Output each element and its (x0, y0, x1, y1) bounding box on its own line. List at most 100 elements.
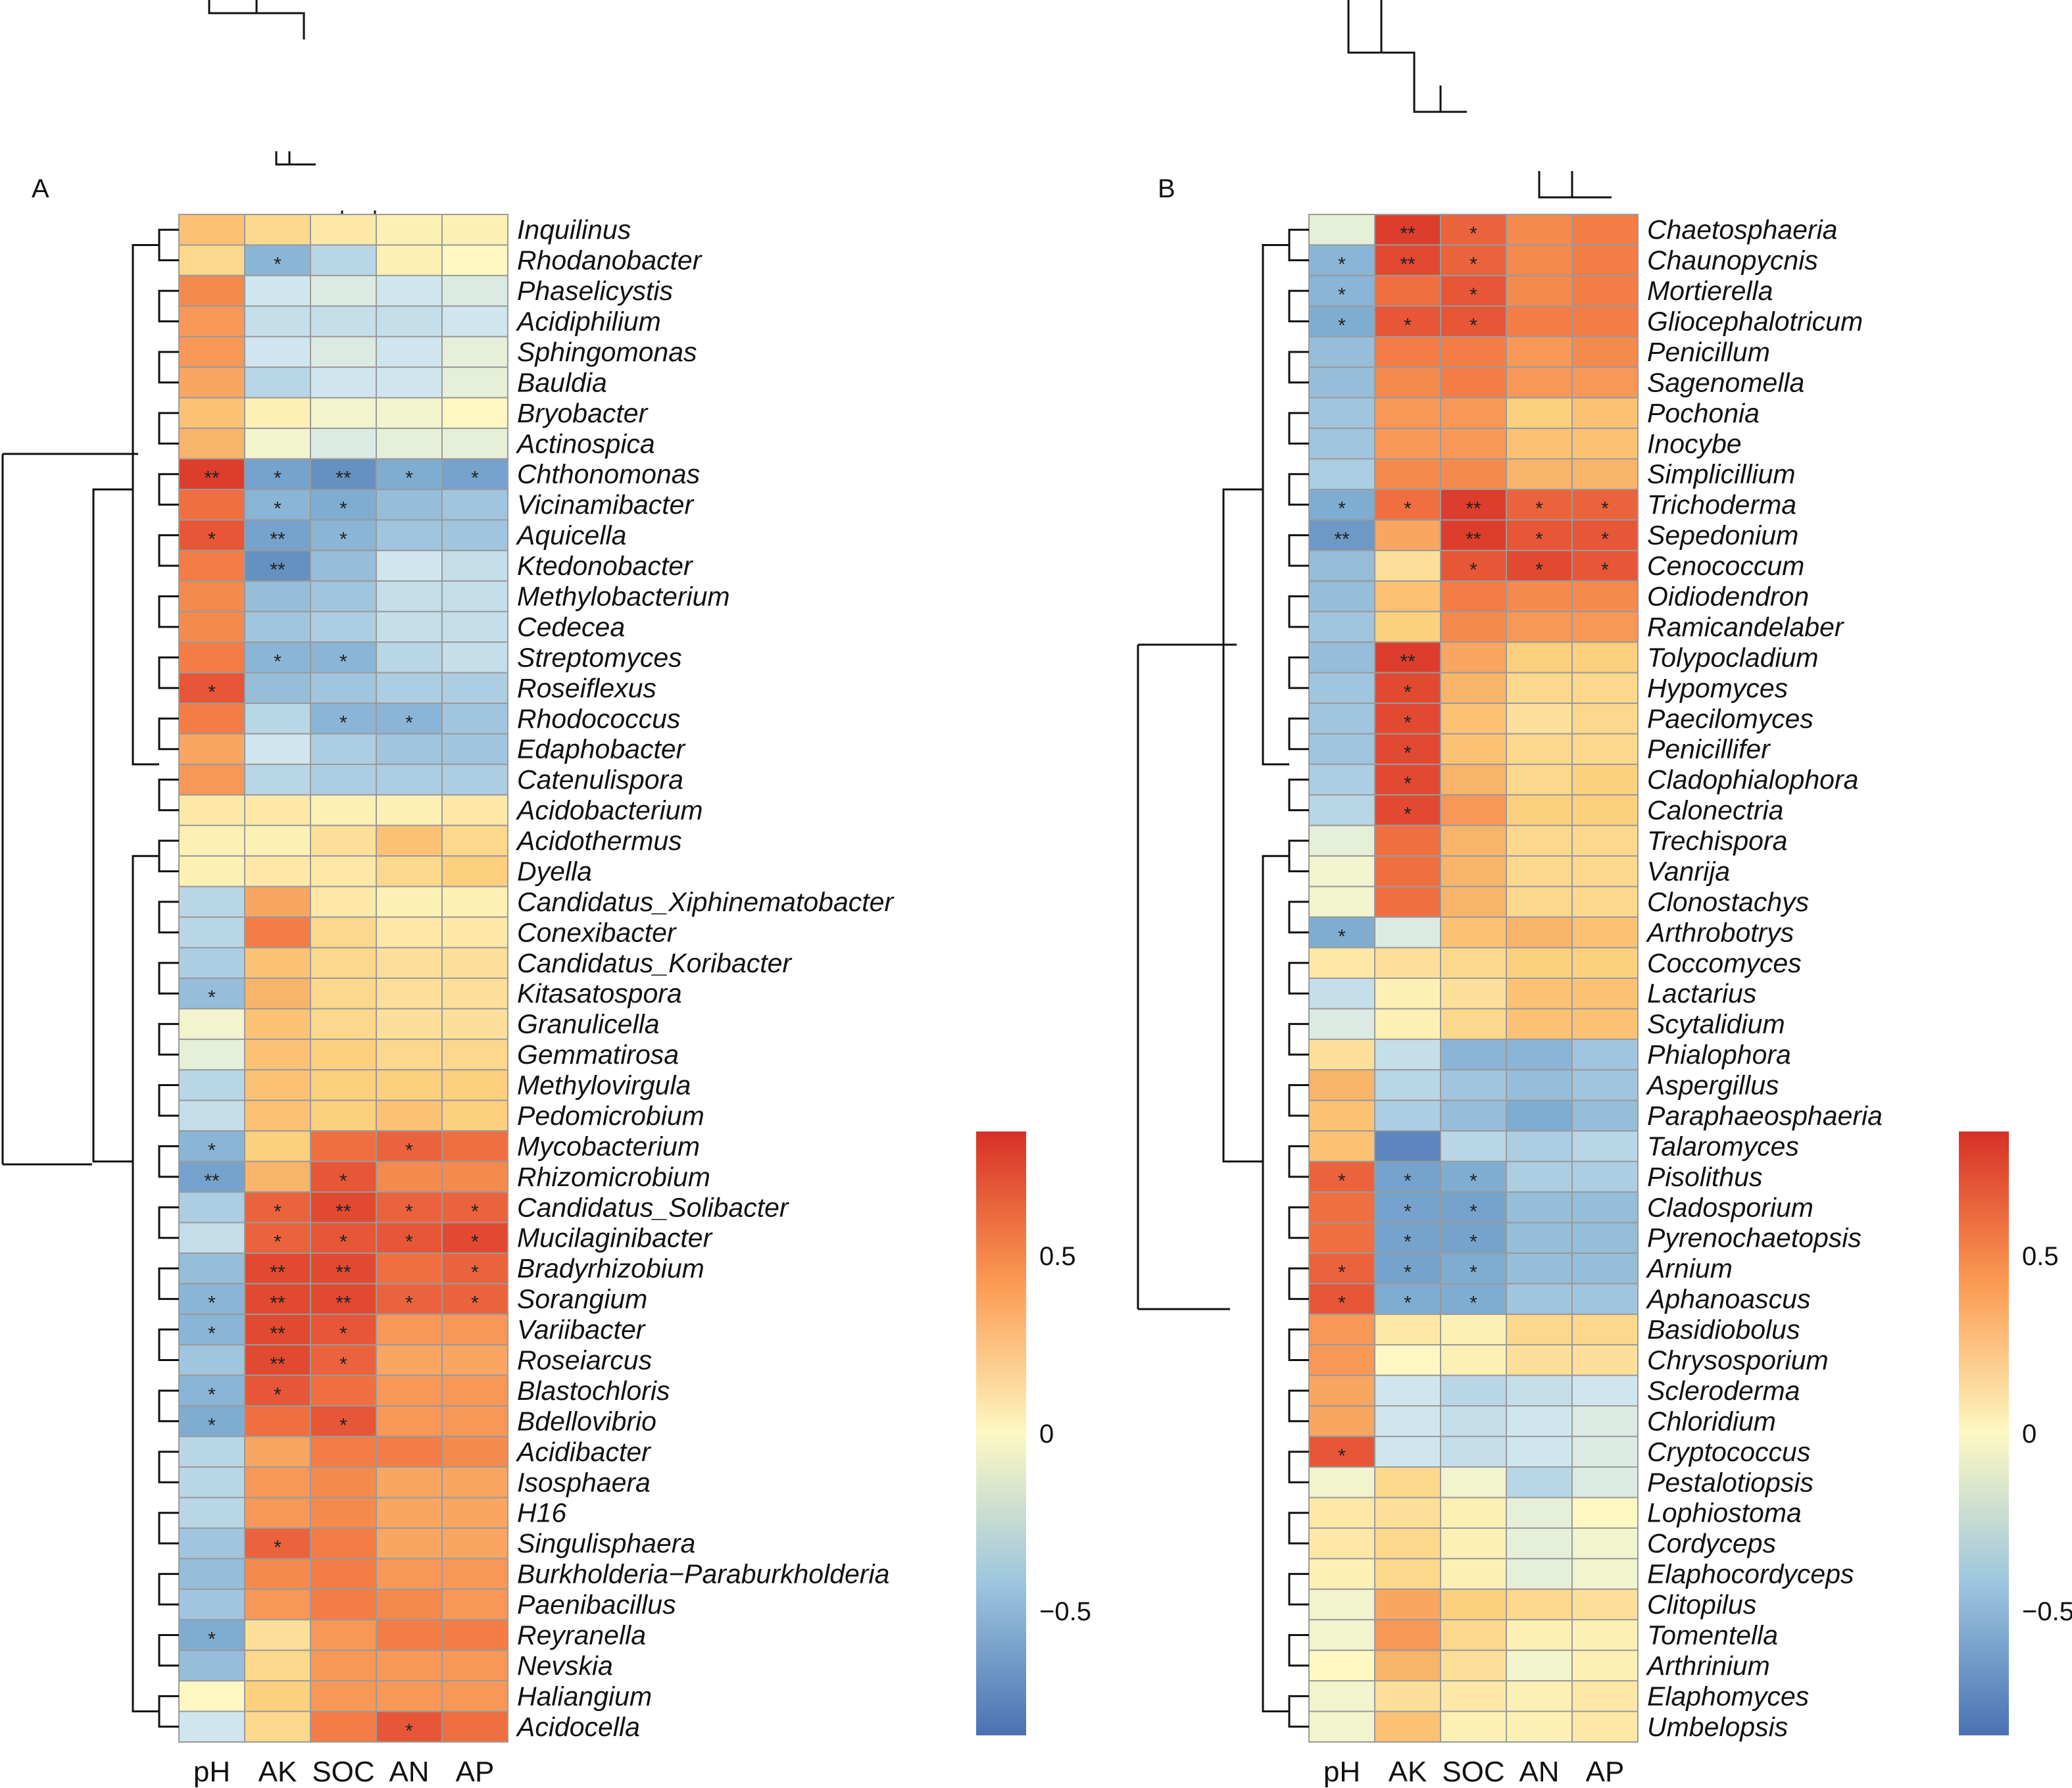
significance-mark: * (471, 1201, 479, 1222)
row-label: Hypomyces (1647, 673, 1788, 703)
heatmap-cell (441, 519, 508, 551)
significance-mark: * (405, 468, 413, 489)
significance-mark: ** (1466, 529, 1481, 551)
heatmap-cell (376, 549, 443, 582)
heatmap-cell (1571, 1649, 1639, 1682)
heatmap-cell (1571, 458, 1639, 490)
heatmap-cell (1374, 1344, 1441, 1376)
heatmap-cell (1374, 458, 1441, 490)
significance-mark: * (339, 712, 347, 733)
row-label: Inocybe (1647, 428, 1742, 459)
column-label: pH (193, 1756, 230, 1788)
heatmap-cell (376, 733, 443, 765)
heatmap-cell (310, 1466, 377, 1499)
heatmap-cell (1506, 855, 1573, 887)
row-dendrogram (1222, 228, 1309, 1728)
heatmap-cell (1571, 672, 1639, 705)
heatmap-cell (1308, 1008, 1375, 1040)
colorbar-tick-label: 0.5 (2022, 1242, 2059, 1271)
heatmap-cell (1308, 366, 1375, 399)
heatmap-cell (310, 1435, 377, 1468)
heatmap-cell (178, 1710, 245, 1743)
heatmap-cell (310, 1619, 377, 1651)
heatmap-cell (244, 214, 311, 246)
heatmap-cell (244, 641, 311, 674)
heatmap-cell (441, 366, 508, 399)
heatmap-cell (376, 274, 443, 307)
heatmap-cell (244, 488, 311, 521)
colorbar-tick-label: −0.5 (2022, 1597, 2072, 1626)
heatmap-cell (1374, 274, 1441, 307)
heatmap-cell (1571, 1374, 1639, 1407)
colorbar-tick-label: −0.5 (1039, 1597, 1091, 1626)
heatmap-cell (1571, 641, 1639, 674)
heatmap-cell (178, 274, 245, 307)
heatmap-cell (1571, 610, 1639, 643)
heatmap-cell (310, 1008, 377, 1040)
row-label: Arnium (1645, 1253, 1733, 1283)
significance-mark: * (1404, 315, 1412, 337)
row-label: Tolypocladium (1647, 642, 1819, 672)
heatmap-cell (310, 824, 377, 857)
heatmap-cell (178, 335, 245, 368)
row-dendrogram (92, 228, 179, 1728)
heatmap-cell (376, 1527, 443, 1560)
heatmap-cell (376, 580, 443, 612)
heatmap-cell (1571, 763, 1639, 796)
heatmap-cell (244, 366, 311, 399)
significance-mark: * (339, 651, 347, 672)
column-label: pH (1323, 1756, 1360, 1788)
heatmap-cell (310, 916, 377, 949)
heatmap-cell (1506, 703, 1573, 735)
significance-mark: * (339, 1354, 347, 1376)
heatmap-cell (1374, 305, 1441, 337)
heatmap-cell (1571, 549, 1639, 582)
significance-mark: * (208, 529, 216, 551)
heatmap-cell (244, 733, 311, 765)
row-label: Edaphobacter (517, 734, 687, 764)
heatmap-cell (1308, 1710, 1375, 1743)
heatmap-cell (1374, 824, 1441, 857)
heatmap-cell (1308, 794, 1375, 826)
heatmap-cell (376, 214, 443, 246)
heatmap-cell (441, 1497, 508, 1529)
heatmap-cell (441, 672, 508, 705)
row-label: Singulisphaera (517, 1528, 695, 1558)
heatmap-cell (310, 1588, 377, 1621)
heatmap-cell (1440, 1558, 1507, 1590)
heatmap-cell (1374, 1435, 1441, 1468)
heatmap-cell (1506, 1374, 1573, 1407)
significance-mark: ** (1466, 498, 1481, 520)
heatmap-cell (1440, 1527, 1507, 1560)
heatmap-cell (178, 610, 245, 643)
row-label: Gemmatirosa (517, 1039, 679, 1070)
heatmap-cell (310, 1680, 377, 1712)
heatmap-cell (1571, 397, 1639, 430)
heatmap-cell (376, 763, 443, 796)
heatmap-cell (1506, 366, 1573, 399)
row-label: Vicinamibacter (517, 489, 695, 520)
heatmap-cell (376, 1099, 443, 1132)
significance-mark: * (208, 682, 216, 703)
heatmap-cell (1571, 1710, 1639, 1743)
heatmap-cell (244, 305, 311, 337)
heatmap-cell (441, 274, 508, 307)
significance-mark: * (1404, 743, 1412, 764)
row-label: Conexibacter (517, 917, 678, 947)
heatmap-cell (1440, 244, 1507, 276)
heatmap-cell (1571, 1130, 1639, 1162)
significance-mark: * (1469, 1293, 1477, 1314)
heatmap-cell (1571, 1466, 1639, 1499)
heatmap-cell (1506, 1710, 1573, 1743)
heatmap-cell (1308, 1130, 1375, 1162)
heatmap-cell (244, 1588, 311, 1621)
heatmap-cell (244, 1710, 311, 1743)
row-label: Phaselicystis (517, 276, 673, 306)
heatmap-cell (244, 274, 311, 307)
heatmap-cell (244, 1558, 311, 1590)
row-label: Cedecea (517, 612, 625, 642)
heatmap-cell (1571, 1313, 1639, 1346)
significance-mark: * (1469, 559, 1477, 581)
heatmap-cell (376, 1680, 443, 1712)
row-label: Sorangium (517, 1284, 647, 1314)
